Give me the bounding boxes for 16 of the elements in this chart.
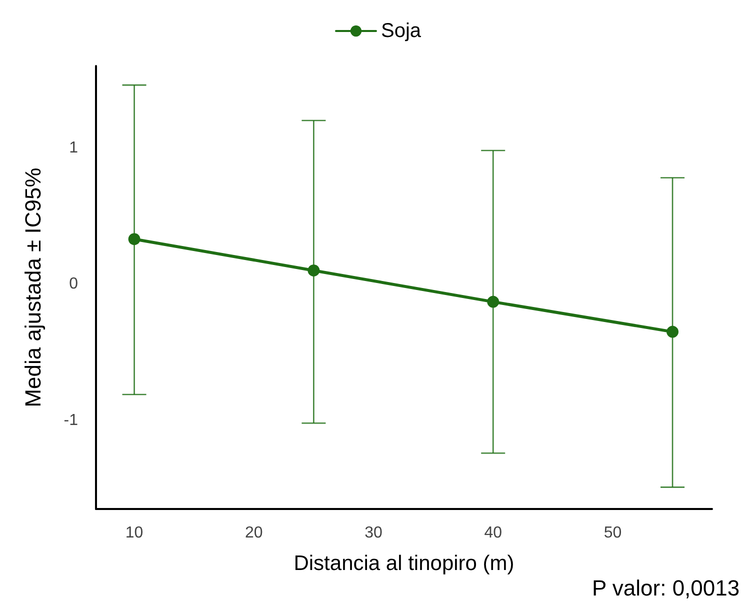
x-tick-label: 20 — [244, 524, 263, 542]
point — [128, 233, 140, 246]
y-tick-label: 1 — [69, 139, 78, 156]
y-tick-label: 0 — [69, 276, 78, 293]
x-tick-label: 10 — [125, 524, 144, 542]
y-axis-title: Media ajustada ± IC95% — [20, 168, 46, 408]
x-tick-label: 40 — [484, 524, 502, 542]
x-axis-title: Distancia al tinopiro (m) — [294, 552, 514, 575]
point — [308, 264, 320, 276]
x-tick-label: 30 — [364, 524, 382, 542]
point — [666, 326, 679, 338]
y-tick-label: -1 — [64, 412, 78, 429]
point — [487, 296, 500, 308]
x-tick-label: 50 — [604, 524, 622, 542]
legend-label: Soja — [380, 20, 422, 42]
text: P valor: 0,0013 — [592, 576, 740, 600]
